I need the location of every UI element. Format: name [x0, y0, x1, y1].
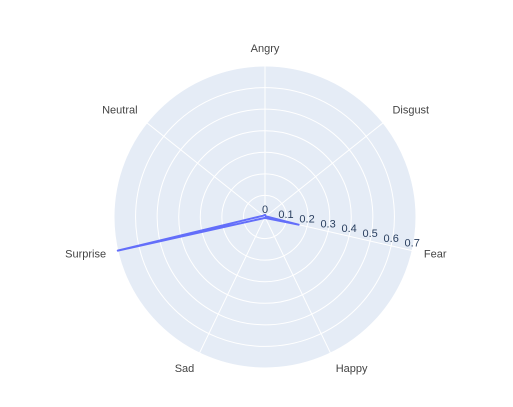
radial-tick-label: 0.3 — [320, 218, 335, 230]
radial-tick-label: 0.6 — [384, 233, 399, 245]
radial-tick-label: 0 — [262, 204, 268, 216]
category-label-surprise: Surprise — [65, 248, 106, 260]
category-label-neutral: Neutral — [102, 104, 137, 116]
radial-tick-label: 0.4 — [341, 223, 356, 235]
category-label-angry: Angry — [251, 43, 280, 55]
radial-tick-label: 0.7 — [405, 238, 420, 250]
category-label-disgust: Disgust — [392, 104, 429, 116]
category-label-sad: Sad — [175, 363, 195, 375]
radial-tick-label: 0.2 — [299, 214, 314, 226]
radial-tick-label: 0.1 — [278, 209, 293, 221]
category-label-happy: Happy — [336, 363, 368, 375]
radial-tick-label: 0.5 — [363, 228, 378, 240]
category-label-fear: Fear — [424, 248, 447, 260]
